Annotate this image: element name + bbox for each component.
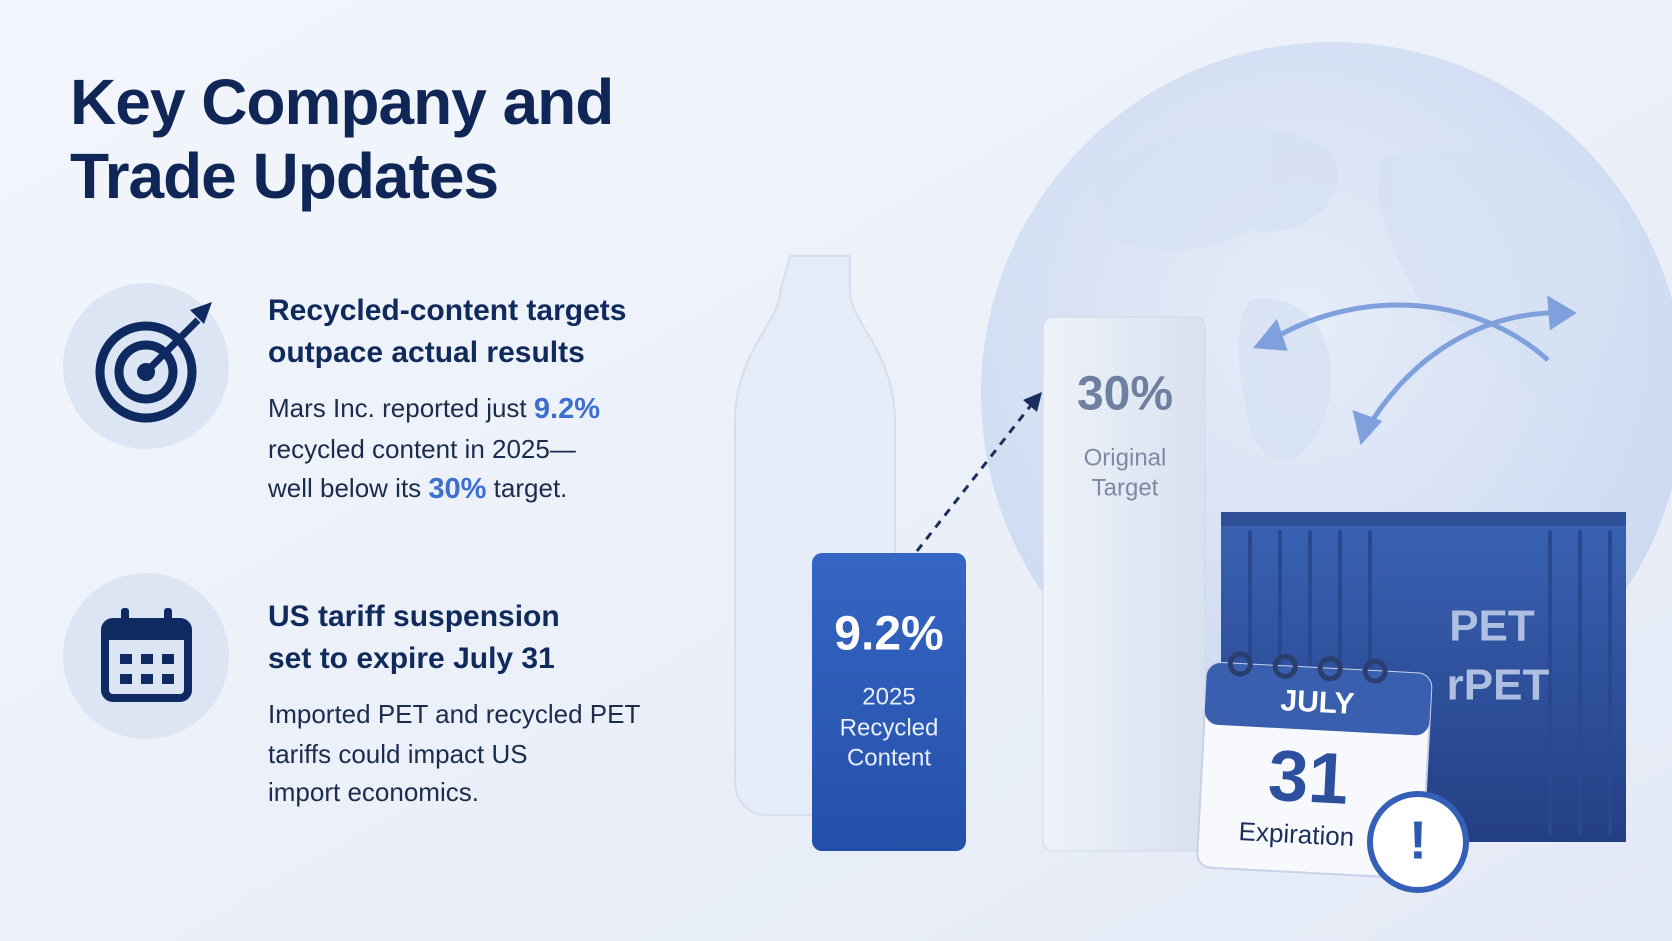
calendar-icon xyxy=(63,573,229,739)
title-line: Key Company and xyxy=(70,66,613,138)
calendar-month: JULY xyxy=(1280,684,1356,721)
item-heading: outpace actual results xyxy=(268,336,585,369)
item-body: well below its 30% target. xyxy=(267,473,567,505)
item-body: import economics. xyxy=(268,777,479,807)
bar-value: 30% xyxy=(1077,368,1173,421)
bar-target xyxy=(1042,316,1206,852)
trade-arrows xyxy=(1253,295,1577,446)
item-heading: US tariff suspension xyxy=(268,600,560,633)
container-label: rPET xyxy=(1447,661,1550,710)
title-line: Trade Updates xyxy=(70,140,498,212)
highlight: 30% xyxy=(428,473,486,505)
item-body: Imported PET and recycled PET xyxy=(268,699,640,729)
item-heading: Recycled-content targets xyxy=(268,294,626,327)
body-text: well below its xyxy=(267,473,428,503)
body-text: target. xyxy=(486,473,567,503)
body-text: recycled content in 2025— xyxy=(268,434,576,464)
bar-label: Original xyxy=(1084,444,1167,471)
bar-label: 2025 xyxy=(862,683,915,710)
item-body: recycled content in 2025— xyxy=(268,434,576,464)
item-body: Mars Inc. reported just 9.2% xyxy=(268,393,600,425)
bar-label: Target xyxy=(1092,474,1159,501)
highlight: 9.2% xyxy=(534,393,600,425)
item-body: tariffs could impact US xyxy=(268,739,528,769)
bar-label: Content xyxy=(847,744,931,771)
bar-current xyxy=(812,553,966,851)
dashed-arrow xyxy=(915,399,1037,552)
arrow-head xyxy=(1023,392,1042,412)
bar-value: 9.2% xyxy=(834,608,943,661)
container-label: PET xyxy=(1449,602,1535,651)
bar-label: Recycled xyxy=(840,714,939,741)
item-heading: set to expire July 31 xyxy=(268,642,555,675)
calendar-caption: Expiration xyxy=(1238,816,1355,852)
body-text: Mars Inc. reported just xyxy=(268,393,534,423)
target-icon xyxy=(63,283,229,449)
calendar-day: 31 xyxy=(1266,736,1350,820)
alert-badge xyxy=(1367,791,1469,893)
alert-mark: ! xyxy=(1409,810,1427,870)
